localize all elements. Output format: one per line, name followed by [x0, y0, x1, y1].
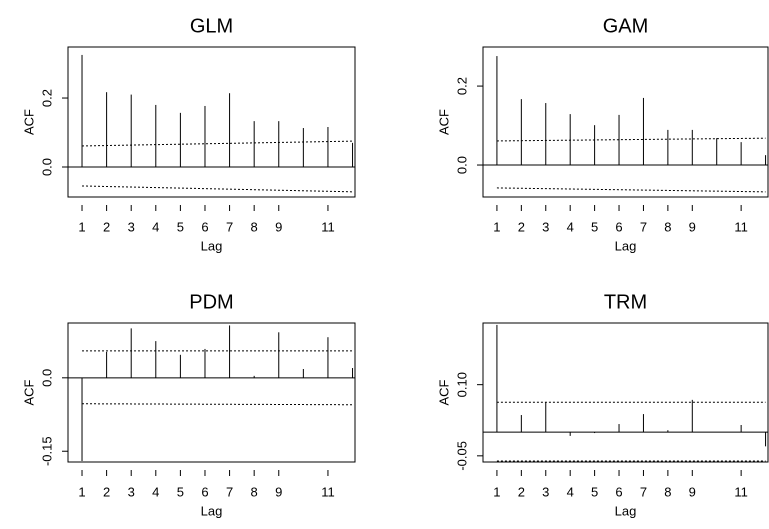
- confidence-bound: [82, 403, 353, 406]
- y-axis-label: ACF: [21, 109, 36, 135]
- x-tick-label: 3: [128, 219, 135, 234]
- x-tick-label: 11: [734, 219, 748, 234]
- x-axis-label: Lag: [201, 238, 223, 253]
- x-tick-label: 8: [251, 219, 258, 234]
- x-tick-label: 4: [152, 484, 159, 499]
- x-tick-label: 5: [591, 219, 598, 234]
- x-tick-label: 7: [226, 484, 233, 499]
- x-tick-label: 4: [152, 219, 159, 234]
- x-tick-label: 2: [518, 484, 525, 499]
- x-tick-label: 8: [664, 219, 671, 234]
- x-tick-label: 9: [689, 484, 696, 499]
- panel-title: PDM: [189, 291, 233, 313]
- x-tick-label: 9: [275, 219, 282, 234]
- x-tick-label: 5: [591, 484, 598, 499]
- x-tick-label: 2: [103, 484, 110, 499]
- x-tick-label: 2: [518, 219, 525, 234]
- plot-box: [482, 322, 769, 463]
- y-tick-label: 0.10: [454, 372, 469, 397]
- y-axis-label: ACF: [21, 379, 36, 405]
- y-axis-label: ACF: [436, 109, 451, 135]
- y-tick-label: 0.2: [39, 89, 54, 107]
- y-axis-label: ACF: [436, 379, 451, 405]
- x-tick-label: 4: [567, 484, 574, 499]
- plot-box: [67, 46, 356, 198]
- x-tick-label: 6: [615, 219, 622, 234]
- plot-box: [67, 322, 356, 463]
- x-tick-label: 1: [493, 219, 500, 234]
- y-tick-label: 0.0: [39, 158, 54, 176]
- x-tick-label: 6: [201, 219, 208, 234]
- x-tick-label: 6: [615, 484, 622, 499]
- x-tick-label: 11: [321, 484, 335, 499]
- x-tick-label: 3: [542, 219, 549, 234]
- confidence-bound: [82, 140, 353, 147]
- x-tick-label: 7: [640, 219, 647, 234]
- y-tick-label: -0.15: [39, 436, 54, 466]
- confidence-bound: [82, 185, 353, 193]
- x-tick-label: 3: [128, 484, 135, 499]
- x-axis-label: Lag: [615, 238, 637, 253]
- x-tick-label: 2: [103, 219, 110, 234]
- y-tick-label: -0.05: [454, 441, 469, 471]
- x-tick-label: 11: [321, 219, 335, 234]
- panel-title: GLM: [190, 15, 233, 37]
- x-tick-label: 6: [201, 484, 208, 499]
- x-tick-label: 5: [177, 484, 184, 499]
- confidence-bound: [496, 137, 766, 142]
- y-tick-label: 0.2: [454, 77, 469, 95]
- x-tick-label: 8: [251, 484, 258, 499]
- confidence-bound: [496, 187, 766, 193]
- x-tick-label: 1: [493, 484, 500, 499]
- x-axis-label: Lag: [201, 503, 223, 518]
- x-axis-label: Lag: [615, 503, 637, 518]
- y-tick-label: 0.0: [39, 369, 54, 387]
- x-tick-label: 1: [78, 219, 85, 234]
- x-tick-label: 3: [542, 484, 549, 499]
- panel-title: GAM: [603, 15, 649, 37]
- x-tick-label: 8: [664, 484, 671, 499]
- x-tick-label: 1: [78, 484, 85, 499]
- x-tick-label: 7: [640, 484, 647, 499]
- x-tick-label: 7: [226, 219, 233, 234]
- plot-box: [482, 46, 769, 198]
- x-tick-label: 9: [275, 484, 282, 499]
- x-tick-label: 4: [567, 219, 574, 234]
- y-tick-label: 0.0: [454, 156, 469, 174]
- x-tick-label: 5: [177, 219, 184, 234]
- x-tick-label: 11: [734, 484, 748, 499]
- x-tick-label: 9: [689, 219, 696, 234]
- panel-title: TRM: [604, 291, 647, 313]
